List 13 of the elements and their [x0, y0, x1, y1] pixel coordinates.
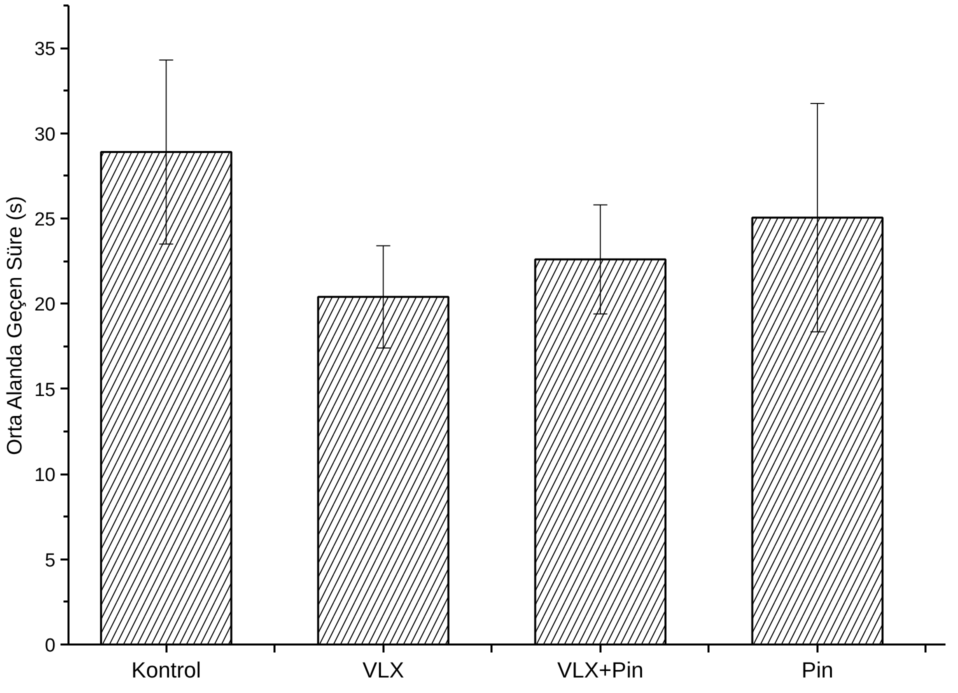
y-tick-label: 25 [34, 210, 56, 230]
y-tick-label: 10 [34, 465, 56, 486]
x-tick-label: VLX+Pin [557, 658, 644, 682]
y-tick-label: 0 [44, 636, 56, 656]
y-tick-label: 20 [34, 294, 56, 316]
x-tick-label: Pin [802, 658, 834, 682]
y-tick-label: 5 [44, 550, 56, 572]
y-tick-label: 15 [34, 380, 56, 401]
y-tick-label: 35 [34, 39, 56, 60]
x-tick-label: VLX [362, 658, 404, 682]
y-tick-label: 30 [34, 124, 56, 146]
x-tick-label: Kontrol [131, 658, 202, 682]
y-axis-title: Orta Alanda Geçen Süre (s) [3, 196, 26, 456]
